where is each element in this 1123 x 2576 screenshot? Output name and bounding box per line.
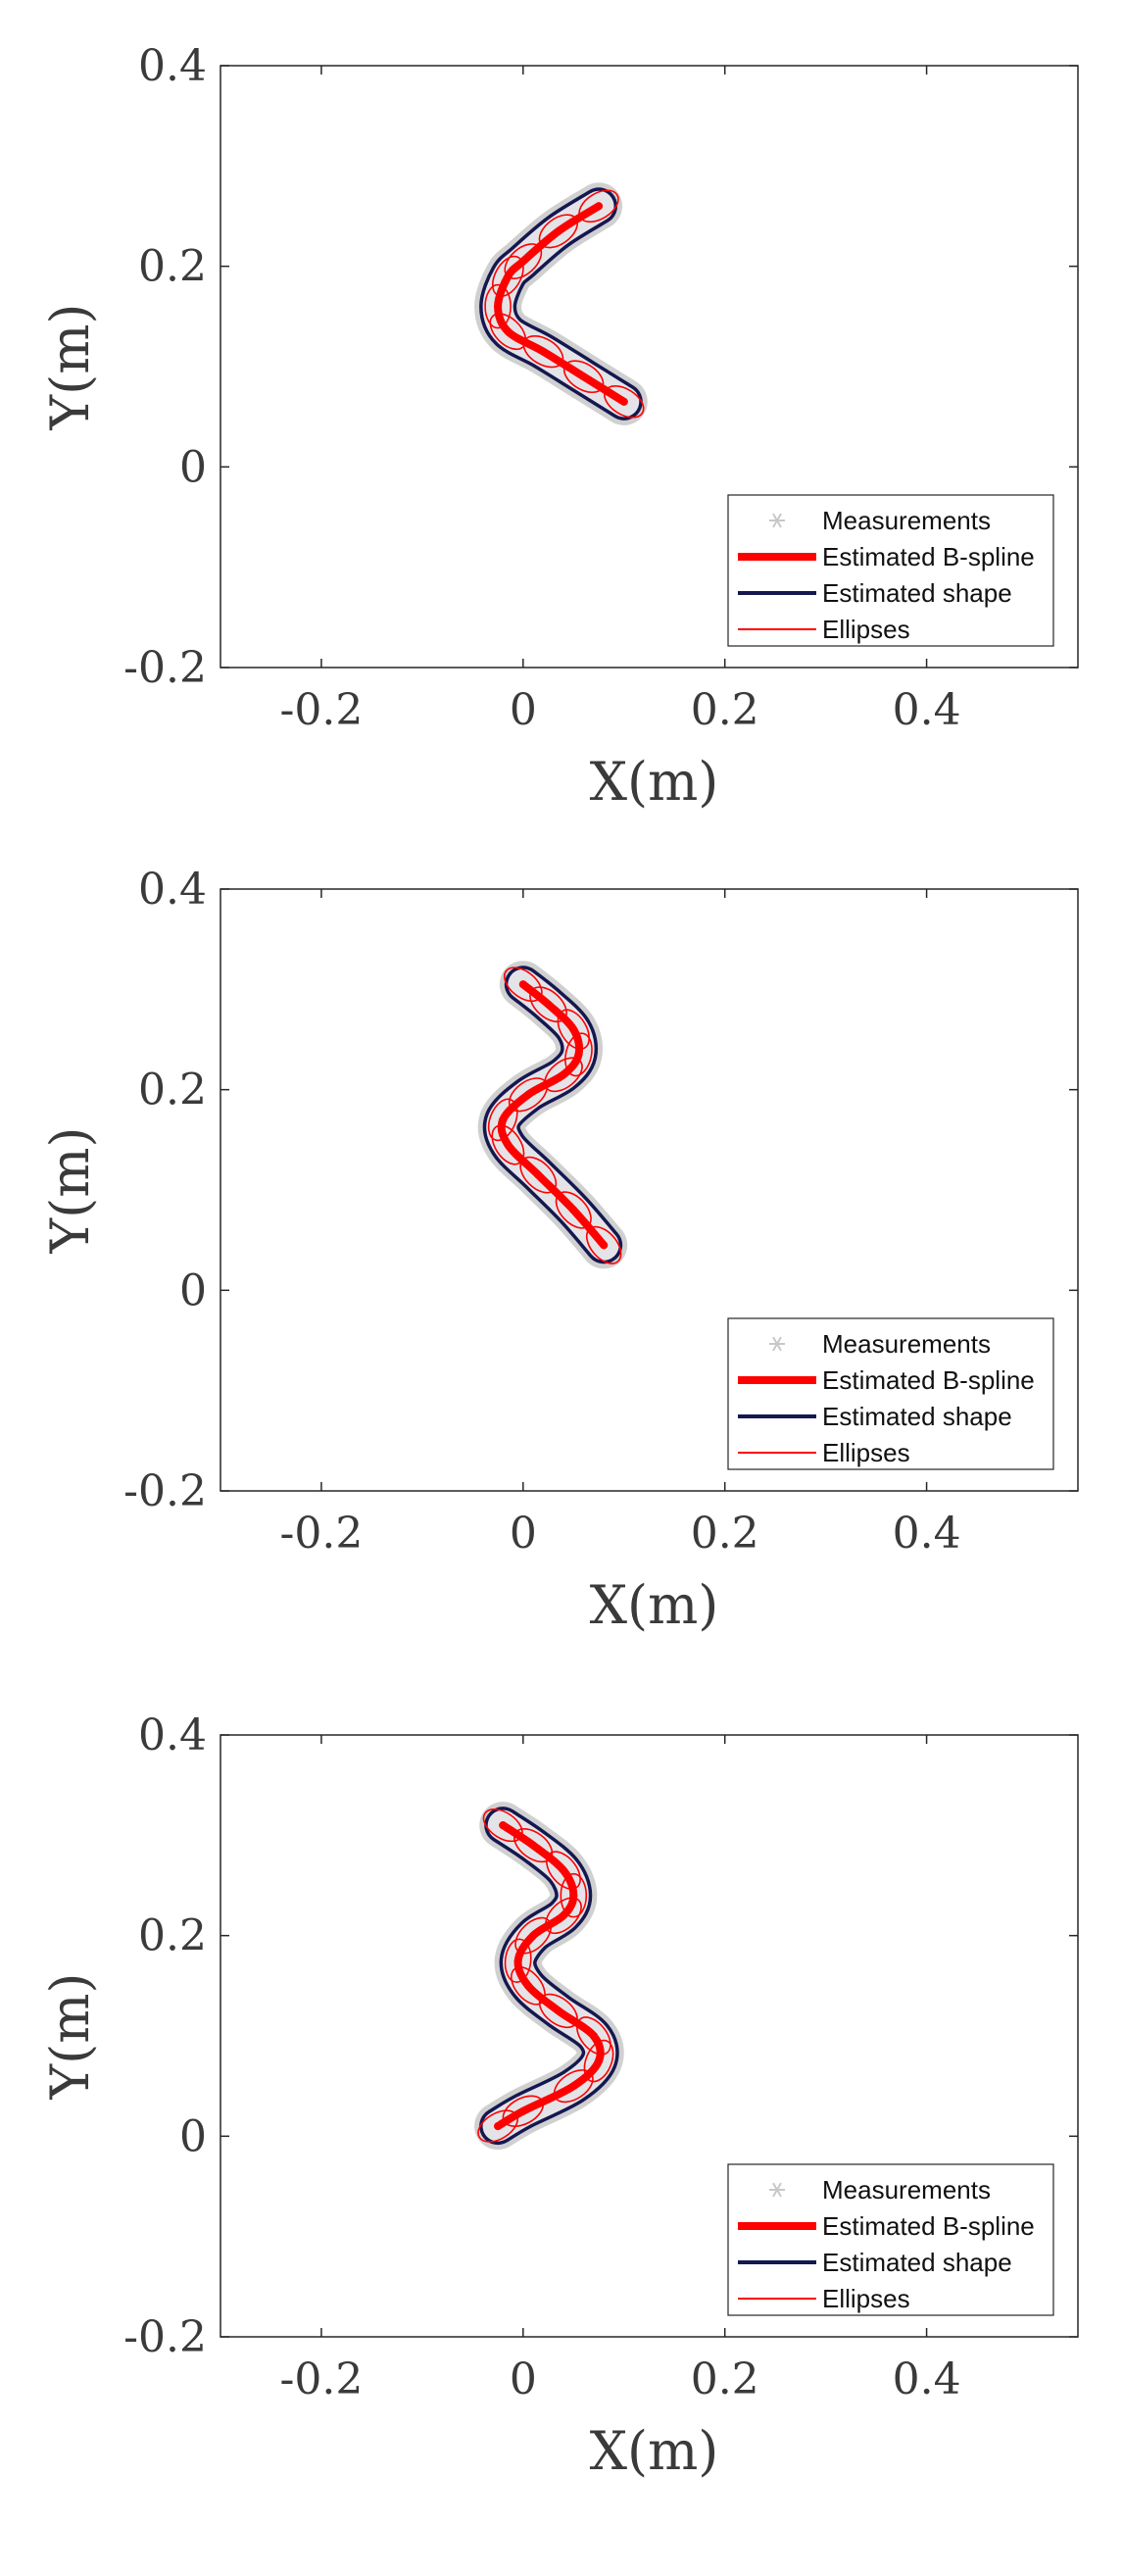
y-tick-label: 0.2: [138, 242, 207, 292]
bspline-point: [579, 372, 588, 381]
star-stroke: [772, 1336, 782, 1352]
bspline-point: [560, 1911, 567, 1920]
legend-label-shape: Estimated shape: [822, 578, 1012, 608]
ellipse-mark: [583, 2039, 614, 2083]
x-axis-label: X(m): [590, 751, 719, 813]
ellipse-mark: [504, 1938, 532, 1983]
bspline-point: [554, 226, 562, 235]
star-stroke: [772, 513, 782, 528]
y-axis-label: Y(m): [39, 304, 101, 431]
legend-label-bspline: Estimated B-spline: [822, 2211, 1035, 2241]
bspline-point: [574, 1050, 583, 1059]
legend-label-shape: Estimated shape: [822, 1402, 1012, 1431]
legend: Measurements Estimated B-spline Estimated …: [727, 2163, 1054, 2316]
x-axis-label: X(m): [590, 2420, 719, 2482]
legend-label-ellipses: Ellipses: [822, 1438, 910, 1467]
y-tick-label: 0: [179, 2111, 207, 2161]
legend-label-shape: Estimated shape: [822, 2248, 1012, 2277]
x-tick-label: 0: [510, 1509, 537, 1559]
bspline-point: [494, 2122, 503, 2131]
legend-label-bspline: Estimated B-spline: [822, 542, 1035, 571]
bspline-point: [595, 2056, 604, 2065]
y-tick-label: 0: [179, 1265, 207, 1315]
x-tick-label: 0.2: [691, 2354, 759, 2404]
legend-label-ellipses: Ellipses: [822, 615, 910, 644]
bspline-point: [504, 1140, 513, 1149]
ellipse-mark: [564, 1032, 593, 1077]
x-tick-label: 0.4: [893, 2354, 961, 2404]
legend-label-bspline: Estimated B-spline: [822, 1365, 1035, 1395]
y-tick-label: -0.2: [123, 2312, 207, 2362]
bspline-point: [499, 1115, 508, 1124]
x-tick-label: 0.4: [893, 685, 961, 735]
x-tick-label: 0: [510, 685, 537, 735]
legend-label-measurements: Measurements: [822, 1329, 991, 1359]
y-axis-label: Y(m): [39, 1973, 101, 2101]
bspline-point: [494, 302, 503, 311]
legend-measurements-marker: [769, 513, 785, 528]
bspline-point: [569, 2082, 578, 2091]
ellipse-mark: [484, 283, 512, 329]
y-tick-label: 0.4: [138, 1710, 207, 1760]
bspline-point: [554, 2006, 562, 2015]
bspline-point: [513, 1957, 522, 1965]
y-tick-label: -0.2: [123, 1466, 207, 1516]
star-stroke: [772, 2182, 782, 2198]
bspline-point: [518, 257, 527, 266]
x-tick-label: 0: [510, 2354, 537, 2404]
y-axis-label: Y(m): [39, 1127, 101, 1255]
legend: Measurements Estimated B-spline Estimated …: [727, 494, 1054, 647]
legend-label-measurements: Measurements: [822, 506, 991, 535]
legend-measurements-marker: [769, 1336, 785, 1352]
ellipse-mark: [557, 1009, 591, 1051]
x-axis-label: X(m): [590, 1574, 719, 1636]
y-tick-label: 0.4: [138, 41, 207, 91]
bspline-point: [595, 202, 604, 211]
y-tick-label: -0.2: [123, 643, 207, 693]
y-tick-label: 0.2: [138, 1911, 207, 1961]
bspline-point: [589, 2032, 598, 2040]
bspline-point: [569, 1206, 578, 1214]
chart-panel-1: -0.2 0 0.2 0.4 -0.2 0 0.2 0.4 X(m) Y(m) Measuremen…: [39, 41, 1079, 813]
legend-measurements-marker: [769, 2182, 785, 2198]
chart-panel-2: -0.2 0 0.2 0.4 -0.2 0 0.2 0.4 X(m) Y(m) Measuremen…: [39, 865, 1079, 1636]
bspline-point: [499, 1821, 508, 1830]
ellipse-mark: [560, 1872, 588, 1918]
bspline-point: [504, 327, 513, 336]
x-tick-label: 0.2: [691, 685, 759, 735]
ellipse-mark: [575, 2016, 611, 2056]
x-tick-label: -0.2: [280, 685, 364, 735]
y-tick-label: 0.2: [138, 1065, 207, 1115]
x-tick-label: 0.4: [893, 1509, 961, 1559]
bspline-point: [529, 1931, 538, 1940]
bspline-point: [560, 1866, 567, 1875]
legend-label-measurements: Measurements: [822, 2175, 991, 2204]
bspline-point: [539, 347, 548, 356]
bspline-point: [560, 1070, 567, 1079]
bspline-point: [600, 1241, 609, 1250]
bspline-point: [529, 1841, 538, 1850]
chart-panel-3: -0.2 0 0.2 0.4 -0.2 0 0.2 0.4 X(m) Y(m) Measuremen…: [39, 1710, 1079, 2482]
y-tick-label: 0: [179, 442, 207, 492]
y-tick-label: 0.4: [138, 865, 207, 915]
bspline-point: [518, 980, 527, 989]
x-tick-label: -0.2: [280, 2354, 364, 2404]
ellipse-mark: [545, 1897, 582, 1935]
x-tick-label: -0.2: [280, 1509, 364, 1559]
x-tick-label: 0.2: [691, 1509, 759, 1559]
bspline-point: [544, 1000, 553, 1009]
bspline-point: [518, 2106, 527, 2115]
legend-label-ellipses: Ellipses: [822, 2284, 910, 2313]
bspline-point: [523, 1090, 532, 1099]
bspline-point: [523, 1981, 532, 1990]
ellipse-mark: [487, 1098, 518, 1142]
legend: Measurements Estimated B-spline Estimated …: [727, 1317, 1054, 1470]
bspline-point: [569, 1025, 578, 1034]
bspline-point: [534, 1170, 543, 1179]
bspline-point: [619, 397, 628, 406]
bspline-point: [569, 1891, 578, 1900]
bspline-point: [504, 272, 513, 280]
